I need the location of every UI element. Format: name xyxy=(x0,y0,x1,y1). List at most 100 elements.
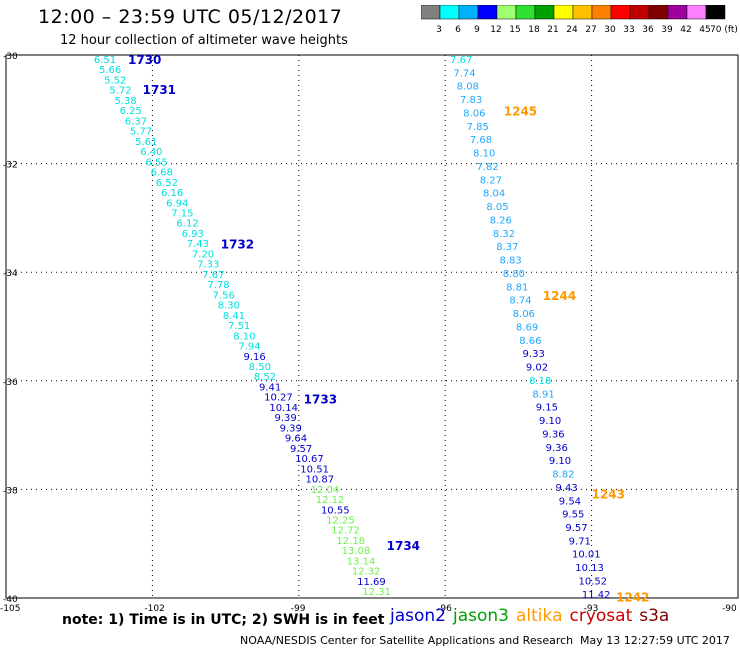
wave-height-value: 9.71 xyxy=(569,536,591,547)
wave-height-value: 8.82 xyxy=(552,470,574,481)
credit-line: NOAA/NESDIS Center for Satellite Applica… xyxy=(240,634,574,647)
x-tick-label: -99 xyxy=(291,604,306,614)
wave-height-value: 10.87 xyxy=(305,475,334,486)
pass-time-label: 1730 xyxy=(128,53,161,67)
pass-time-label: 1242 xyxy=(616,591,649,605)
x-tick-label: -93 xyxy=(584,604,599,614)
wave-height-value: 11.42 xyxy=(582,590,611,601)
pass-time-label: 1733 xyxy=(304,392,337,406)
wave-height-value: 10.52 xyxy=(579,576,608,587)
wave-height-value: 9.36 xyxy=(546,443,568,454)
wave-height-value: 8.41 xyxy=(223,311,245,322)
wave-height-value: 6.40 xyxy=(140,147,162,158)
wave-height-value: 5.38 xyxy=(114,96,136,107)
colorbar-label: 15 xyxy=(509,25,520,35)
x-tick-label: -96 xyxy=(437,604,452,614)
wave-height-value: 8.50 xyxy=(249,362,271,373)
wave-height-value: 10.14 xyxy=(269,403,298,414)
wave-height-value: 7.82 xyxy=(476,162,498,173)
wave-height-value: 8.91 xyxy=(532,389,554,400)
wave-height-value: 5.72 xyxy=(109,86,131,97)
wave-height-value: 10.67 xyxy=(295,454,324,465)
x-tick-label: -102 xyxy=(144,604,164,614)
pass-time-label: 1244 xyxy=(543,289,576,303)
colorbar-label: 27 xyxy=(585,25,596,35)
wave-height-value: 11.69 xyxy=(357,577,386,588)
wave-height-value: 10.01 xyxy=(572,550,601,561)
color-scale-bar: 3 6 9 12 15 18 21 24 27 30 33 36 39 42 45 70 (ft) xyxy=(421,5,738,35)
colorbar-label: 33 xyxy=(623,25,634,35)
wave-height-value: 6.16 xyxy=(161,188,183,199)
wave-height-value: 8.69 xyxy=(516,322,538,333)
wave-height-value: 7.74 xyxy=(453,68,475,79)
wave-height-value: 9.54 xyxy=(559,496,581,507)
wave-height-value: 9.43 xyxy=(555,483,577,494)
wave-height-value: 7.43 xyxy=(187,239,209,250)
wave-height-value: 8.06 xyxy=(463,108,485,119)
pass-time-label: 1734 xyxy=(387,539,420,553)
pass-time-label: 1243 xyxy=(592,487,625,501)
wave-height-value: 6.37 xyxy=(125,116,147,127)
footnote: note: 1) Time is in UTC; 2) SWH is in fe… xyxy=(62,612,385,628)
legend-item-jason3: jason3 xyxy=(453,606,509,626)
wave-height-value: 12.32 xyxy=(352,567,381,578)
wave-height-value: 12.18 xyxy=(336,536,365,547)
colorbar-label: 24 xyxy=(566,25,578,35)
wave-height-value: 9.10 xyxy=(549,456,571,467)
colorbar-label: 9 xyxy=(474,25,480,35)
wave-height-value: 6.68 xyxy=(151,168,173,179)
colorbar-label: 6 xyxy=(455,25,461,35)
colorbar-label: 30 xyxy=(604,25,616,35)
wave-height-value: 13.14 xyxy=(347,556,376,567)
wave-height-value: 7.67 xyxy=(202,270,224,281)
wave-height-value: 9.39 xyxy=(274,413,296,424)
wave-height-value: 9.02 xyxy=(526,363,548,374)
colorbar-label: 39 xyxy=(661,25,673,35)
wave-height-value: 5.77 xyxy=(130,127,152,138)
y-tick-label: -34 xyxy=(3,269,18,279)
wave-height-value: 13.08 xyxy=(342,546,371,557)
wave-height-value: 6.52 xyxy=(156,178,178,189)
generated-timestamp: May 13 12:27:59 UTC 2017 xyxy=(580,634,730,647)
wave-height-value: 7.83 xyxy=(460,95,482,106)
colorbar-label: 18 xyxy=(528,25,540,35)
wave-height-value: 7.68 xyxy=(470,135,492,146)
colorbar-label: 42 xyxy=(680,25,691,35)
wave-height-value: 8.74 xyxy=(509,296,531,307)
wave-height-value: 5.66 xyxy=(99,65,121,76)
wave-height-value: 8.37 xyxy=(496,242,518,253)
y-tick-label: -32 xyxy=(3,161,18,171)
wave-height-value: 6.94 xyxy=(166,198,188,209)
wave-height-value: 7.20 xyxy=(192,249,214,260)
wave-height-value: 12.12 xyxy=(316,495,345,506)
wave-height-value: 10.13 xyxy=(575,563,604,574)
wave-height-value: 10.55 xyxy=(321,505,350,516)
map-subtitle: 12 hour collection of altimeter wave hei… xyxy=(60,33,348,48)
wave-height-value: 7.78 xyxy=(207,280,229,291)
colorbar-label: 36 xyxy=(642,25,654,35)
wave-height-value: 8.83 xyxy=(499,256,521,267)
wave-height-value: 8.06 xyxy=(513,309,535,320)
wave-height-value: 9.57 xyxy=(290,444,312,455)
wave-height-value: 9.41 xyxy=(259,382,281,393)
wave-height-value: 12.25 xyxy=(326,516,355,527)
wave-height-value: 12.31 xyxy=(362,587,391,598)
satellite-legend: jason2 jason3 altika cryosat s3a xyxy=(390,606,676,626)
wave-height-value: 8.10 xyxy=(233,331,255,342)
map-title: 12:00 – 23:59 UTC 05/12/2017 xyxy=(38,6,343,28)
wave-height-value: 10.27 xyxy=(264,393,293,404)
wave-height-value: 9.36 xyxy=(542,429,564,440)
y-tick-label: -38 xyxy=(3,486,18,496)
colorbar-label: 21 xyxy=(547,25,558,35)
wave-height-value: 8.26 xyxy=(490,215,512,226)
legend-item-jason2: jason2 xyxy=(390,606,446,626)
pass-time-label: 1731 xyxy=(143,83,176,97)
wave-height-value: 7.94 xyxy=(238,342,260,353)
wave-height-value: 7.51 xyxy=(228,321,250,332)
wave-height-value: 8.27 xyxy=(480,175,502,186)
pass-time-label: 1732 xyxy=(221,238,254,252)
wave-height-value: 8.18 xyxy=(529,376,551,387)
wave-height-value: 5.52 xyxy=(104,75,126,86)
wave-height-value: 7.33 xyxy=(197,260,219,271)
